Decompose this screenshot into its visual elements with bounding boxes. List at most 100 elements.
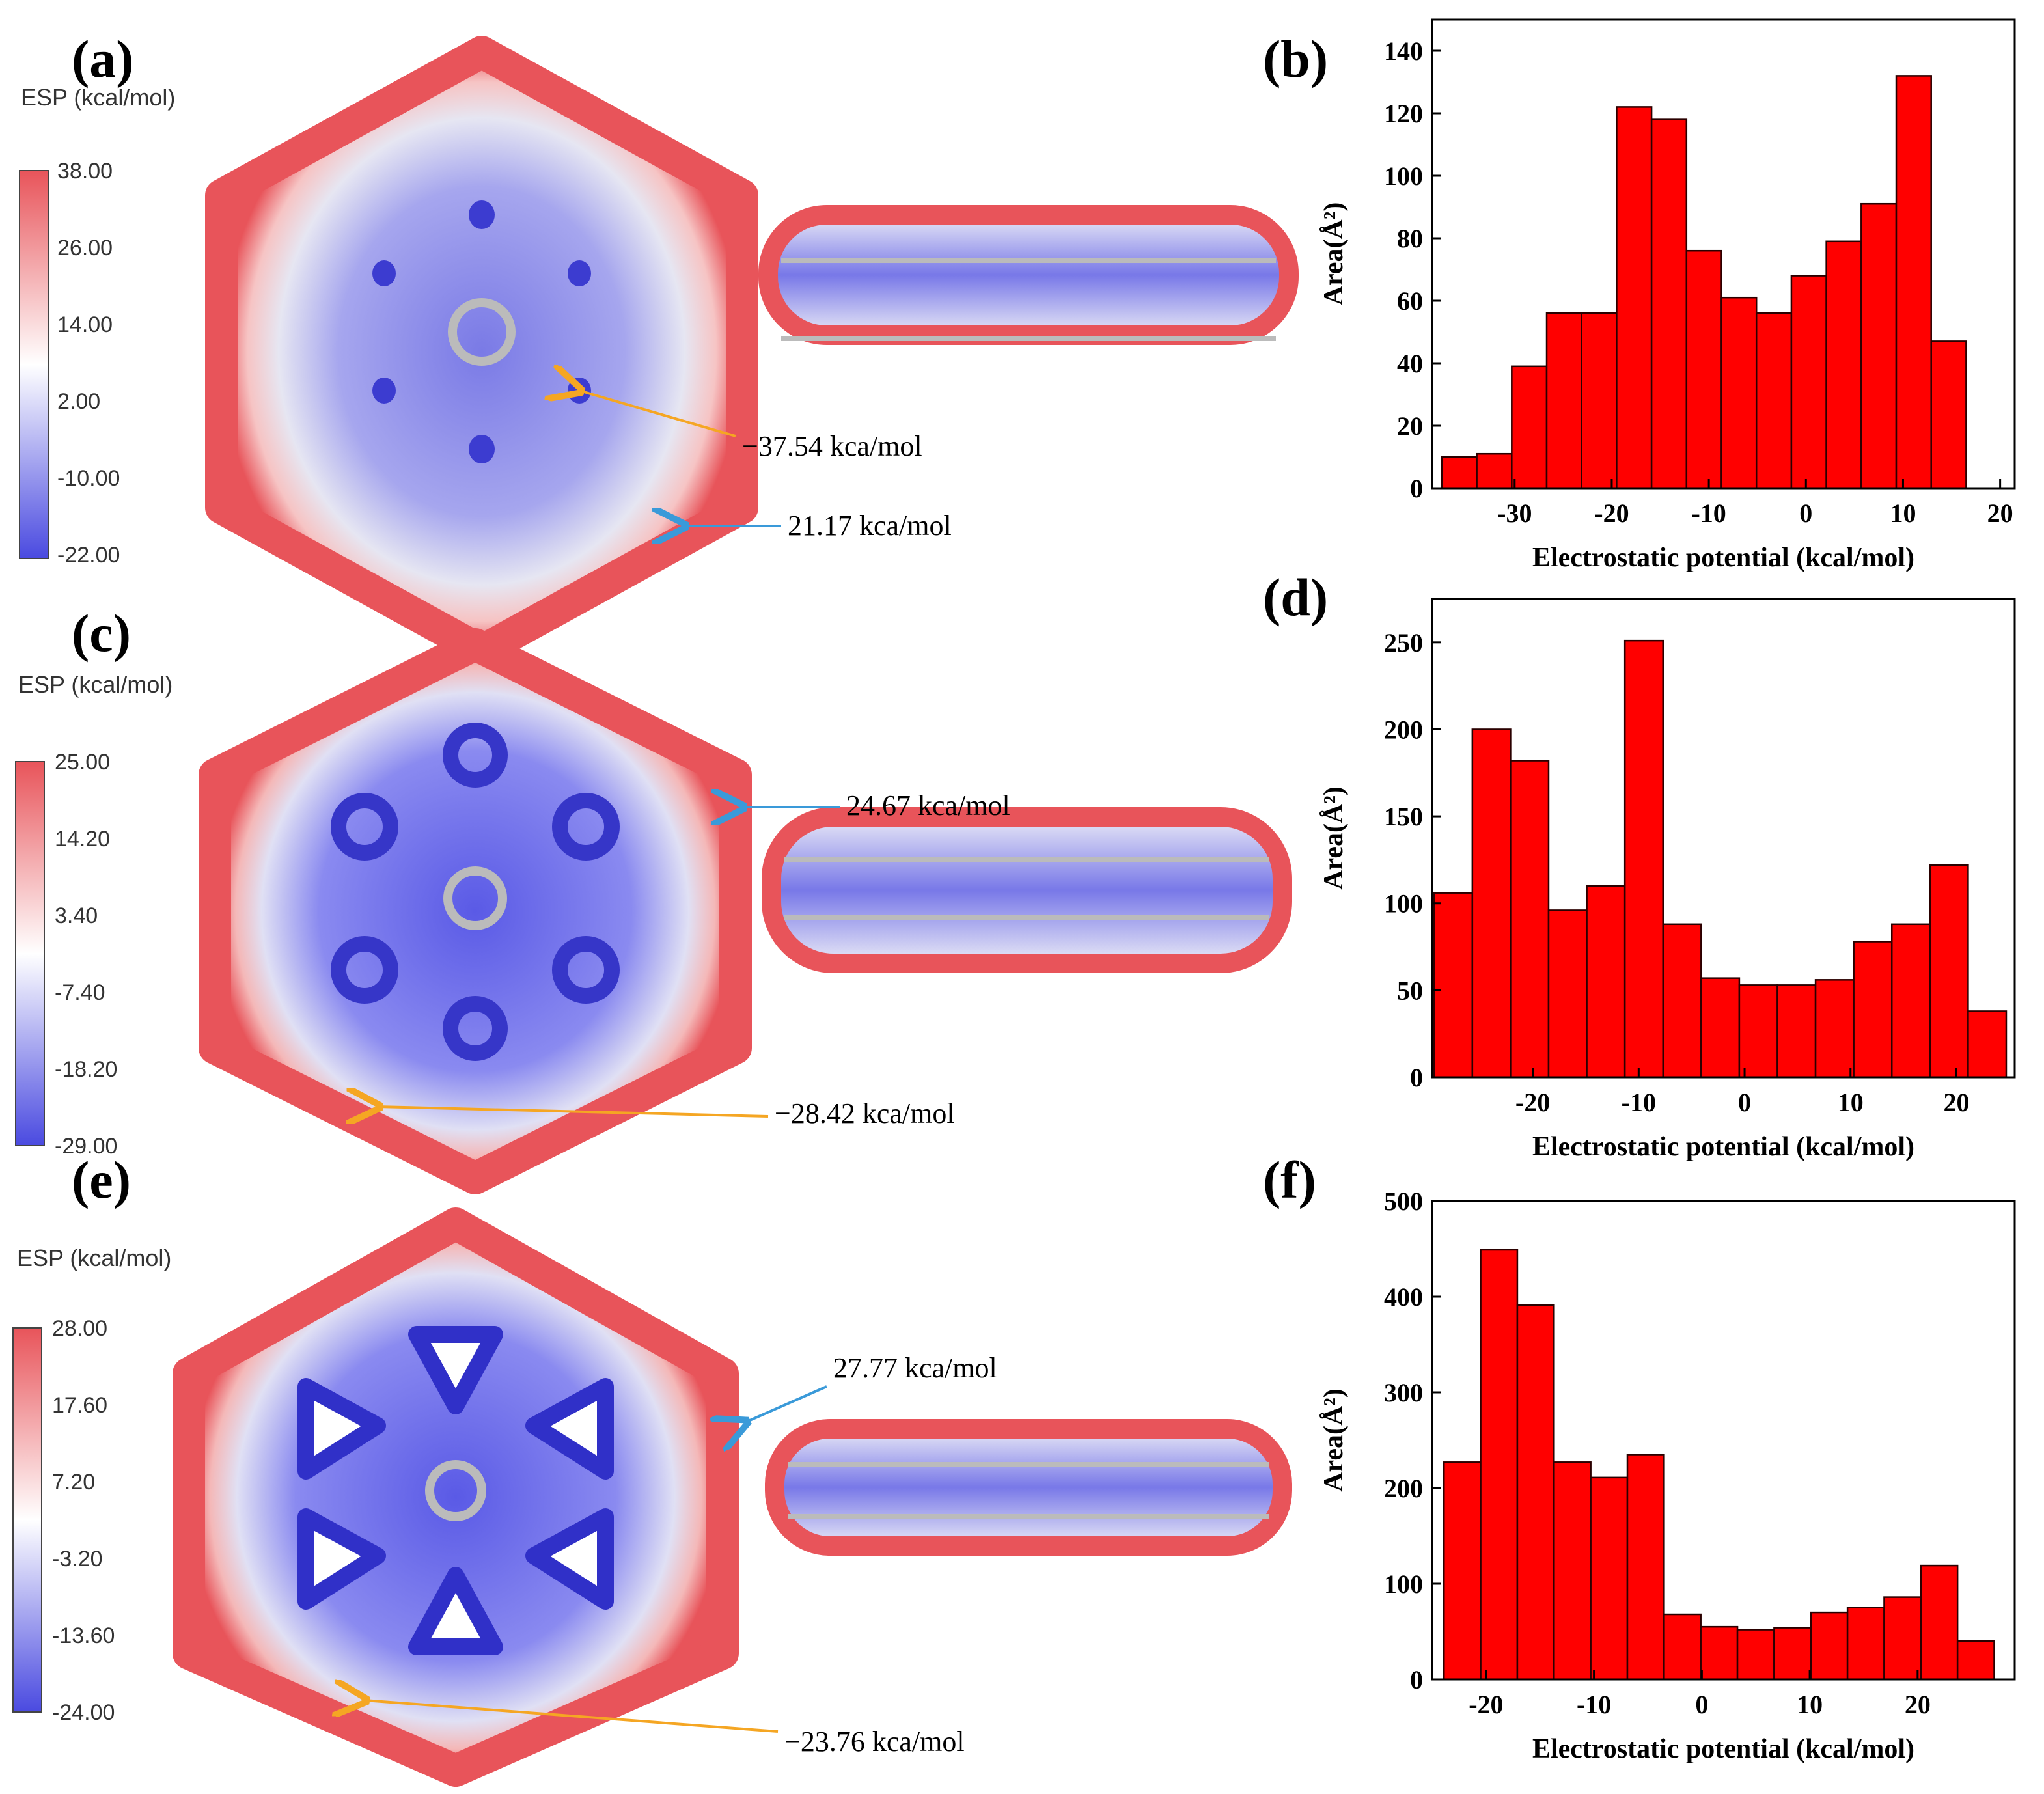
bar <box>1616 106 1653 490</box>
x-axis-label: Electrostatic potential (kcal/mol) <box>1532 1132 1914 1162</box>
esp-surface-top-view-c <box>199 628 752 1194</box>
min-annotation-e: −23.76 kca/mol <box>784 1726 965 1758</box>
colorbar-a <box>19 170 49 559</box>
x-tick-label: -10 <box>1622 1088 1656 1117</box>
molecule-core-a <box>448 298 516 366</box>
colorbar-tick: -13.60 <box>52 1623 115 1648</box>
bar <box>1685 249 1722 490</box>
bar <box>1738 984 1778 1079</box>
bar <box>1700 1625 1739 1681</box>
panel-c: (c) ESP (kcal/mol) 25.00 14.20 3.40 -7.4… <box>15 603 1292 1194</box>
y-tick-label: 400 <box>1384 1282 1423 1312</box>
bar-chart-f: 0 100 200 300 400 500 -20 -10 0 10 20 Electrostatic… <box>1319 1187 2016 1764</box>
x-tick-label: -30 <box>1497 499 1532 528</box>
bar-chart-d: 0 50 100 150 200 250 -20 -10 0 10 20 Electrostatic … <box>1319 598 2016 1162</box>
y-axis-label: Area(Å²) <box>1319 202 1349 306</box>
bar <box>1883 1596 1922 1681</box>
colorbar-tick: 14.20 <box>55 827 110 851</box>
bar <box>1700 977 1741 1079</box>
colorbar-tick: -29.00 <box>55 1134 117 1159</box>
x-tick-label: -20 <box>1469 1690 1503 1719</box>
y-axis-label: Area(Å²) <box>1319 786 1349 890</box>
colorbar-title-a: ESP (kcal/mol) <box>21 84 175 111</box>
bar <box>1930 340 1967 490</box>
colorbar-tick: -22.00 <box>57 543 120 568</box>
colorbar-tick: -3.20 <box>52 1547 103 1571</box>
panel-label-b: (b) <box>1263 29 1328 89</box>
y-tick-label: 0 <box>1410 1063 1423 1092</box>
bar <box>1860 202 1898 490</box>
y-tick-label: 80 <box>1397 224 1423 253</box>
bar <box>1810 1611 1849 1681</box>
colorbar-title-e: ESP (kcal/mol) <box>17 1245 171 1271</box>
y-tick-label: 150 <box>1384 802 1423 831</box>
panel-e: (e) ESP (kcal/mol) 28.00 17.60 7.20 -3.2… <box>12 1150 1292 1787</box>
bar <box>1441 456 1478 490</box>
x-tick-label: 20 <box>1944 1088 1970 1117</box>
chart-f: (f) 0 100 200 300 400 500 -20 -10 0 10 20 Electrost… <box>1263 1150 2016 1764</box>
x-tick-label: 10 <box>1890 499 1916 528</box>
bar <box>1650 118 1688 490</box>
panel-label-c: (c) <box>72 603 131 663</box>
panel-label-a: (a) <box>72 29 134 89</box>
y-tick-label: 40 <box>1397 349 1423 378</box>
esp-pore-rings-c <box>331 723 620 1061</box>
panel-label-f: (f) <box>1263 1150 1316 1209</box>
bar <box>1853 941 1893 1079</box>
bar <box>1480 1249 1519 1681</box>
y-tick-label: 250 <box>1384 628 1423 657</box>
bar <box>1626 1454 1665 1681</box>
y-tick-label: 100 <box>1384 1569 1423 1599</box>
y-tick-label: 50 <box>1397 976 1423 1005</box>
bar <box>1736 1629 1775 1681</box>
bar <box>1433 892 1474 1079</box>
x-tick-label: -10 <box>1577 1690 1611 1719</box>
bar <box>1720 296 1758 490</box>
bar <box>1547 909 1588 1079</box>
bar <box>1662 923 1702 1079</box>
y-tick-label: 0 <box>1410 1665 1423 1694</box>
y-tick-label: 140 <box>1384 36 1423 66</box>
y-tick-label: 120 <box>1384 99 1423 128</box>
molecule-core-c <box>443 866 507 930</box>
esp-surface-top-view-a <box>205 36 758 667</box>
min-annotation-arrow-a <box>579 391 736 437</box>
y-tick-label: 200 <box>1384 715 1423 744</box>
bar <box>1476 452 1513 490</box>
esp-surface-side-view-c <box>762 807 1292 973</box>
molecule-core-e <box>425 1460 486 1521</box>
colorbar-tick: -24.00 <box>52 1700 115 1725</box>
min-annotation-arrow-c <box>378 1107 769 1116</box>
x-tick-label: -20 <box>1594 499 1629 528</box>
esp-surface-side-view-e <box>765 1419 1292 1556</box>
max-annotation-e: 27.77 kca/mol <box>833 1352 997 1384</box>
bar <box>1545 312 1582 490</box>
max-annotation-c: 24.67 kca/mol <box>846 790 1010 821</box>
plot-frame <box>1431 598 2016 1079</box>
x-axis-label: Electrostatic potential (kcal/mol) <box>1532 1734 1914 1764</box>
esp-surface-top-view-e <box>173 1208 739 1787</box>
bar <box>1623 639 1664 1079</box>
x-tick-label: 0 <box>1799 499 1812 528</box>
bar <box>1511 365 1548 490</box>
bar <box>1443 1461 1482 1681</box>
bar <box>1967 1010 2008 1079</box>
x-tick-label: 10 <box>1797 1690 1823 1719</box>
colorbar-tick: 7.20 <box>52 1470 95 1495</box>
colorbar-tick: 14.00 <box>57 312 113 337</box>
plot-frame <box>1431 1200 2016 1681</box>
min-annotation-arrow-e <box>365 1700 779 1733</box>
bar <box>1586 885 1626 1079</box>
y-tick-label: 60 <box>1397 286 1423 316</box>
bar <box>1846 1607 1885 1681</box>
bar <box>1755 312 1793 490</box>
colorbar-tick: 2.00 <box>57 389 100 414</box>
y-tick-label: 100 <box>1384 161 1423 191</box>
x-tick-label: 0 <box>1695 1690 1708 1719</box>
colorbar-tick: 3.40 <box>55 904 98 928</box>
x-tick-label: -10 <box>1691 499 1726 528</box>
bar-chart-b: 0 20 40 60 80 100 120 140 -30 -20 -10 0 10 20 Electros… <box>1319 18 2016 573</box>
bar <box>1929 864 1969 1079</box>
y-tick-label: 500 <box>1384 1187 1423 1216</box>
